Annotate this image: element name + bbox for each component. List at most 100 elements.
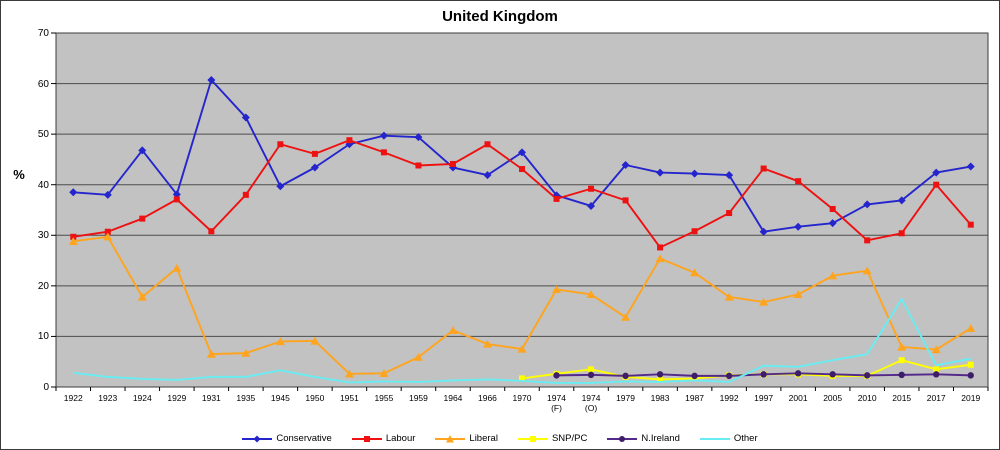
x-tick-label: 1922 (63, 393, 83, 403)
data-point-marker (967, 361, 974, 368)
chart-title: United Kingdom (442, 8, 558, 25)
data-point-marker (69, 188, 78, 197)
x-tick-label: 2019 (961, 393, 981, 403)
data-point-marker (103, 232, 113, 241)
data-point-marker (691, 228, 698, 235)
legend: Conservative Labour Liberal SNP/PC N.Ireland… (1, 433, 999, 444)
y-tick-label: 20 (37, 280, 49, 292)
legend-line-sample (351, 435, 382, 442)
data-point-marker (864, 237, 871, 244)
x-tick-label: 1945 (270, 393, 290, 403)
legend-item-snp-pc: SNP/PC (517, 433, 588, 444)
x-tick-label: 1950 (305, 393, 325, 403)
data-point-marker (379, 369, 389, 377)
data-point-marker (794, 370, 802, 377)
x-tick-label: 1935 (236, 393, 256, 403)
data-point-marker (310, 163, 319, 172)
data-point-marker (275, 337, 285, 346)
x-tick-label: 1979 (616, 393, 635, 403)
data-point-marker (379, 131, 388, 140)
data-point-marker (588, 366, 595, 373)
y-axis-label: % (13, 167, 25, 182)
legend-item-n-ireland: N.Ireland (607, 433, 680, 444)
data-point-marker (380, 149, 387, 156)
legend-label: SNP/PC (551, 433, 588, 444)
data-point-marker (933, 181, 940, 188)
data-point-marker (552, 285, 562, 293)
plot-border (55, 32, 989, 388)
legend-label: Labour (385, 433, 416, 444)
data-point-marker (482, 339, 492, 348)
x-tick-label: 1992 (719, 393, 739, 403)
data-point-marker (621, 160, 630, 169)
data-point-marker (656, 168, 665, 177)
data-point-marker (862, 266, 872, 275)
data-point-marker (656, 371, 664, 378)
y-tick-label: 40 (37, 179, 49, 191)
data-point-marker (172, 190, 181, 199)
series-line-other (73, 298, 971, 384)
data-point-marker (310, 336, 320, 345)
x-tick-label: 1997 (754, 393, 774, 403)
legend-line-sample (607, 435, 638, 442)
data-point-marker (726, 210, 733, 217)
data-point-marker (276, 182, 285, 191)
data-point-marker (587, 201, 596, 210)
data-point-marker (691, 372, 698, 380)
data-point-marker (449, 160, 456, 167)
legend-line-sample (699, 437, 730, 440)
x-tick-label: 1974 (F) (547, 393, 566, 413)
legend-item-labour: Labour (351, 433, 416, 444)
data-point-marker (967, 221, 974, 228)
y-tick-label: 70 (37, 28, 49, 39)
data-point-marker (829, 205, 836, 212)
data-point-marker (519, 166, 525, 173)
x-tick-label: 1929 (167, 393, 187, 403)
legend-label: N.Ireland (641, 433, 680, 444)
data-point-marker (311, 150, 318, 157)
data-point-marker (795, 178, 802, 185)
data-point-marker (863, 372, 871, 379)
x-tick-label: 1923 (98, 393, 118, 403)
plot-area (56, 33, 988, 387)
data-point-marker (553, 372, 560, 379)
x-tick-label: 2001 (788, 393, 808, 403)
data-point-marker (415, 162, 422, 169)
legend-item-liberal: Liberal (435, 433, 498, 444)
x-tick-label: 1924 (132, 393, 152, 403)
data-point-marker (931, 345, 941, 354)
data-point-marker (483, 171, 492, 180)
x-tick-label: 1931 (201, 393, 221, 403)
x-tick-label: 1951 (339, 393, 359, 403)
data-point-marker (588, 185, 595, 192)
x-tick-label: 2005 (823, 393, 843, 403)
data-point-marker (139, 215, 146, 222)
legend-label: Conservative (276, 433, 332, 444)
x-tick-label: 1964 (443, 393, 463, 403)
data-point-marker (932, 168, 941, 177)
data-point-marker (759, 227, 768, 236)
data-point-marker (587, 371, 595, 379)
data-point-marker (206, 349, 216, 358)
legend-label: Liberal (469, 433, 498, 444)
data-point-marker (793, 290, 803, 299)
x-tick-label: 1966 (478, 393, 497, 403)
x-tick-label: 2015 (892, 393, 912, 403)
legend-item-other: Other (699, 433, 758, 444)
data-point-marker (208, 228, 215, 235)
data-point-marker (68, 237, 78, 245)
data-point-marker (172, 263, 182, 272)
data-point-marker (553, 195, 560, 202)
data-point-marker (344, 369, 354, 378)
legend-item-conservative: Conservative (242, 433, 332, 444)
data-point-marker (448, 326, 458, 334)
data-point-marker (794, 222, 803, 231)
data-point-marker (622, 372, 629, 380)
data-point-marker (863, 200, 872, 209)
x-tick-label: 1987 (685, 393, 705, 403)
data-point-marker (898, 371, 905, 379)
data-point-marker (657, 376, 664, 383)
data-point-marker (173, 196, 180, 203)
